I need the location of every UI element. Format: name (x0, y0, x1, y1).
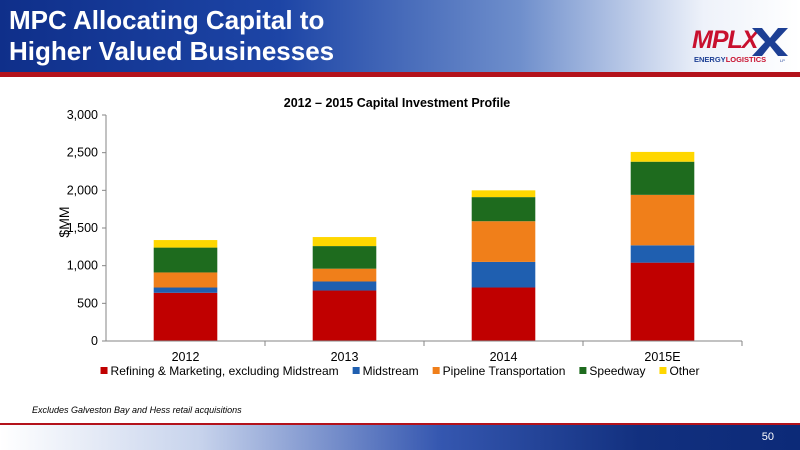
slide-title: MPC Allocating Capital to Higher Valued … (9, 5, 334, 67)
bar-other-2015e (630, 151, 695, 162)
bar-refining-marketing-excluding-midstream-2013 (312, 290, 377, 341)
bar-refining-marketing-excluding-midstream-2014 (471, 287, 536, 341)
footnote: Excludes Galveston Bay and Hess retail a… (32, 405, 242, 415)
bars (153, 151, 695, 341)
legend-swatch (432, 367, 440, 374)
x-axis-labels: 2012 2013 2014 2015E (172, 341, 743, 364)
y-axis-ticks: 0 500 1,000 1,500 2,000 2,500 3,000 (67, 108, 106, 348)
bar-refining-marketing-excluding-midstream-2015e (630, 262, 695, 341)
page-number: 50 (761, 431, 774, 443)
y-tick-label: 2,500 (67, 146, 98, 160)
legend-label: Pipeline Transportation (443, 364, 566, 378)
slide-title-line-1: MPC Allocating Capital to (9, 5, 325, 35)
logo-brand-text: MPLX (692, 26, 760, 54)
x-tick-label: 2014 (490, 350, 518, 364)
bar-midstream-2013 (312, 281, 377, 291)
y-axis-label: $MM (56, 206, 72, 237)
x-tick-label: 2012 (172, 350, 200, 364)
bar-other-2014 (471, 190, 536, 198)
slide-header: MPC Allocating Capital to Higher Valued … (0, 0, 800, 72)
x-tick-label: 2013 (331, 350, 359, 364)
y-tick-label: 1,500 (67, 221, 98, 235)
bar-midstream-2012 (153, 287, 218, 293)
legend-item-refining-marketing-excluding-midstream: Refining & Marketing, excluding Midstrea… (100, 364, 339, 378)
header-rule (0, 72, 800, 77)
bar-speedway-2015e (630, 161, 695, 195)
legend-item-other: Other (659, 364, 699, 378)
logo-lp-mark: LP (780, 58, 785, 63)
y-tick-label: 1,000 (67, 259, 98, 273)
bar-pipeline-transportation-2014 (471, 221, 536, 262)
footer-rule (0, 423, 800, 425)
legend: Refining & Marketing, excluding Midstrea… (100, 364, 699, 378)
logo-x-mark (752, 28, 788, 56)
bar-pipeline-transportation-2012 (153, 272, 218, 288)
chart-title: 2012 – 2015 Capital Investment Profile (284, 96, 511, 110)
legend-item-speedway: Speedway (579, 364, 645, 378)
slide-title-line-2: Higher Valued Businesses (9, 36, 335, 66)
legend-swatch (100, 367, 108, 374)
legend-item-pipeline-transportation: Pipeline Transportation (432, 364, 566, 378)
bar-speedway-2014 (471, 197, 536, 222)
y-tick-label: 0 (91, 334, 98, 348)
y-tick-label: 500 (77, 296, 98, 310)
slide-footer (0, 425, 800, 450)
mplx-logo: MPLX ENERGYLOGISTICS LP (692, 26, 788, 64)
legend-label: Refining & Marketing, excluding Midstrea… (111, 364, 339, 378)
y-tick-label: 3,000 (67, 108, 98, 122)
bar-speedway-2012 (153, 247, 218, 273)
bar-pipeline-transportation-2013 (312, 268, 377, 282)
x-tick-label: 2015E (644, 350, 680, 364)
bar-speedway-2013 (312, 246, 377, 269)
bar-pipeline-transportation-2015e (630, 194, 695, 246)
bar-refining-marketing-excluding-midstream-2012 (153, 292, 218, 341)
capital-investment-chart: 2012 – 2015 Capital Investment Profile $… (56, 96, 743, 378)
legend-swatch (659, 367, 667, 374)
y-tick-label: 2,000 (67, 183, 98, 197)
legend-label: Midstream (363, 364, 419, 378)
logo-tagline: ENERGYLOGISTICS (694, 55, 766, 64)
legend-label: Other (669, 364, 699, 378)
legend-item-midstream: Midstream (352, 364, 419, 378)
bar-other-2013 (312, 237, 377, 247)
bar-midstream-2014 (471, 261, 536, 288)
legend-label: Speedway (589, 364, 645, 378)
bar-other-2012 (153, 240, 218, 248)
legend-swatch (352, 367, 360, 374)
legend-swatch (579, 367, 587, 374)
bar-midstream-2015e (630, 245, 695, 263)
